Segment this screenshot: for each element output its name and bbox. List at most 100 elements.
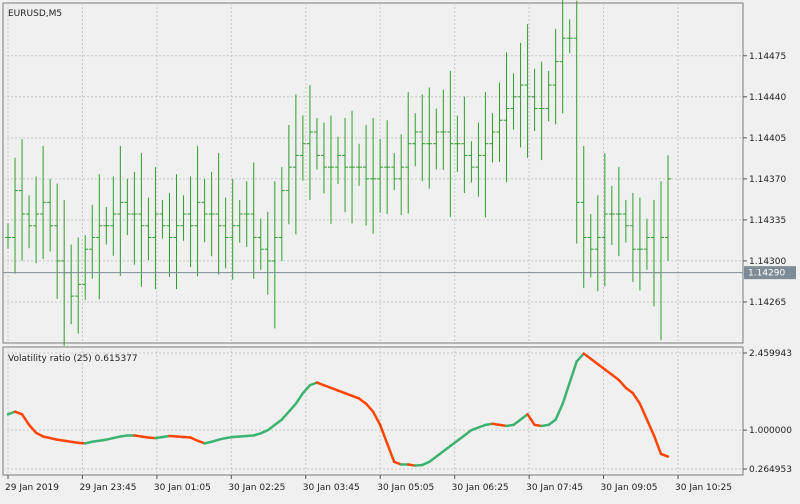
price-bar[interactable] <box>257 218 264 270</box>
price-bar[interactable] <box>482 92 489 218</box>
price-bar[interactable] <box>117 146 124 276</box>
price-bar[interactable] <box>349 110 356 224</box>
price-bar[interactable] <box>552 28 559 125</box>
price-bar[interactable] <box>110 176 117 256</box>
price-bar[interactable] <box>475 122 482 197</box>
price-bar[interactable] <box>615 167 622 257</box>
price-bar[interactable] <box>580 146 587 289</box>
price-bar[interactable] <box>285 124 292 225</box>
price-bar[interactable] <box>145 197 152 260</box>
price-bar[interactable] <box>173 174 180 290</box>
price-bar[interactable] <box>601 153 608 287</box>
price-bar[interactable] <box>559 0 566 114</box>
price-bar[interactable] <box>124 178 131 236</box>
price-bar[interactable] <box>503 52 510 183</box>
price-bar[interactable] <box>391 153 398 191</box>
price-bar[interactable] <box>510 73 517 130</box>
price-bar[interactable] <box>222 197 229 269</box>
price-bar[interactable] <box>138 153 145 287</box>
price-bar[interactable] <box>75 237 82 334</box>
price-bar[interactable] <box>12 157 19 274</box>
volatility-segment <box>336 389 347 395</box>
price-bar[interactable] <box>538 61 545 161</box>
price-bar[interactable] <box>342 117 349 213</box>
price-bar[interactable] <box>461 96 468 193</box>
price-bar[interactable] <box>166 192 173 277</box>
price-bar[interactable] <box>412 113 419 167</box>
price-bar[interactable] <box>5 223 11 249</box>
price-bar[interactable] <box>47 178 54 252</box>
price-bar[interactable] <box>208 171 215 257</box>
price-bar[interactable] <box>440 89 447 170</box>
price-bar[interactable] <box>545 71 552 122</box>
symbol-label: EURUSD,M5 <box>8 9 62 19</box>
price-bar[interactable] <box>236 199 243 243</box>
price-bar[interactable] <box>622 199 629 243</box>
price-bar[interactable] <box>517 42 524 148</box>
price-bar[interactable] <box>131 171 138 265</box>
price-bar[interactable] <box>54 183 61 299</box>
price-bar[interactable] <box>377 139 384 213</box>
price-bar[interactable] <box>629 192 636 283</box>
price-bar[interactable] <box>103 207 110 245</box>
price-bar[interactable] <box>82 235 89 300</box>
price-bar[interactable] <box>524 24 531 158</box>
price-bar[interactable] <box>370 117 377 234</box>
price-bar[interactable] <box>636 197 643 291</box>
price-bar[interactable] <box>489 113 496 163</box>
price-bar[interactable] <box>398 134 405 215</box>
price-bar[interactable] <box>152 167 159 290</box>
price-bar[interactable] <box>215 153 222 275</box>
price-bar[interactable] <box>19 139 26 261</box>
price-bar[interactable] <box>250 162 257 279</box>
price-bar[interactable] <box>327 115 334 224</box>
price-bar[interactable] <box>306 85 313 200</box>
price-bar[interactable] <box>187 176 194 268</box>
price-bar[interactable] <box>278 167 285 261</box>
price-bar[interactable] <box>313 117 320 170</box>
price-bar[interactable] <box>665 155 671 261</box>
price-bar[interactable] <box>405 92 412 214</box>
price-bar[interactable] <box>384 120 391 215</box>
volatility-segment <box>308 381 319 387</box>
price-bar[interactable] <box>426 87 433 189</box>
volatility-segment <box>561 381 571 405</box>
price-bar[interactable] <box>573 0 580 244</box>
price-bar[interactable] <box>292 94 299 235</box>
price-bar[interactable] <box>201 178 208 243</box>
price-bar[interactable] <box>594 195 601 292</box>
price-bar[interactable] <box>40 146 47 260</box>
price-bar[interactable] <box>335 136 341 185</box>
price-bar[interactable] <box>643 218 650 270</box>
price-bar[interactable] <box>96 174 103 300</box>
price-bar[interactable] <box>419 94 426 182</box>
price-bar[interactable] <box>89 204 96 279</box>
price-bar[interactable] <box>264 211 271 295</box>
price-bar[interactable] <box>363 124 370 226</box>
price-bar[interactable] <box>454 115 461 172</box>
price-bar[interactable] <box>496 82 503 162</box>
price-bar[interactable] <box>356 143 363 186</box>
price-bar[interactable] <box>33 176 40 264</box>
price-bar[interactable] <box>320 122 327 194</box>
price-bar[interactable] <box>180 195 187 241</box>
price-bar[interactable] <box>299 115 306 181</box>
price-bar[interactable] <box>229 178 236 280</box>
volatility-segment <box>266 423 277 432</box>
price-bar[interactable] <box>587 214 594 278</box>
price-bar[interactable] <box>159 199 166 239</box>
price-bar[interactable] <box>531 68 538 132</box>
price-bar[interactable] <box>608 185 615 245</box>
price-bar[interactable] <box>26 195 33 249</box>
price-bar[interactable] <box>194 146 201 277</box>
volatility-ratio-line[interactable] <box>6 352 670 467</box>
price-bar[interactable] <box>433 108 440 170</box>
price-bar[interactable] <box>243 181 250 247</box>
price-bar[interactable] <box>566 19 573 54</box>
price-bar[interactable] <box>447 71 454 217</box>
price-bar[interactable] <box>271 181 278 329</box>
price-bars[interactable] <box>5 0 671 346</box>
price-bar[interactable] <box>468 141 475 183</box>
